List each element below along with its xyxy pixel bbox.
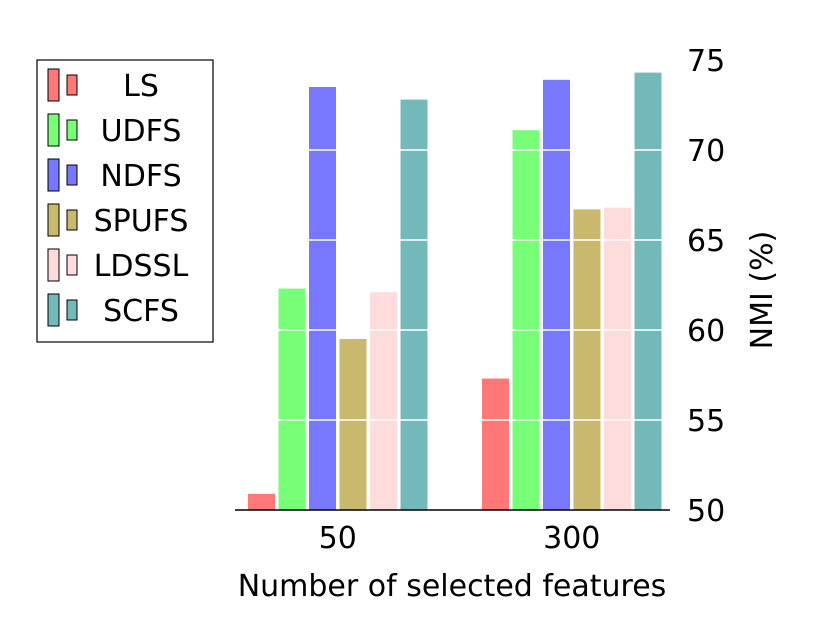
bar-scfs-300: [634, 72, 662, 510]
bar-ls-50: [248, 493, 275, 510]
legend-swatch-scfs-b: [66, 299, 78, 321]
legend-swatch-ldssl-b: [66, 254, 78, 276]
y-axis-label: NMI (%): [745, 231, 780, 350]
legend-swatch-spufs-b: [66, 209, 78, 231]
y-tick-label-75: 75: [687, 44, 725, 79]
y-tick-label-60: 60: [687, 314, 725, 349]
legend: LS UDFS NDFS SPUFS LDSSL SCFS: [36, 59, 214, 343]
x-tick-label-50: 50: [319, 521, 357, 556]
legend-label-scfs: SCFS: [103, 294, 179, 329]
bar-spufs-50: [339, 339, 367, 510]
legend-swatch-ndfs-b: [66, 164, 78, 186]
x-ticks-group: 50 300: [319, 521, 601, 556]
legend-swatch-udfs-a: [47, 113, 60, 147]
y-tick-label-55: 55: [687, 404, 725, 439]
legend-swatch-udfs-b: [66, 119, 78, 141]
legend-swatch-spufs-a: [47, 203, 60, 237]
bar-scfs-50: [400, 99, 428, 510]
x-axis-label: Number of selected features: [238, 569, 667, 604]
legend-label-ls: LS: [123, 69, 159, 104]
legend-frame: [36, 59, 214, 343]
y-tick-label-65: 65: [687, 224, 725, 259]
bar-ndfs-300: [543, 79, 570, 511]
x-tick-label-300: 300: [543, 521, 600, 556]
bar-ldssl-300: [604, 207, 631, 510]
gridlines-group: [235, 59, 670, 421]
legend-swatch-ndfs-a: [47, 158, 60, 192]
legend-swatch-ldssl-a: [47, 248, 60, 282]
bars-group: [248, 72, 662, 511]
legend-label-ndfs: NDFS: [100, 159, 181, 194]
bar-ldssl-50: [370, 292, 397, 510]
legend-swatch-ls-a: [47, 68, 60, 102]
legend-label-ldssl: LDSSL: [94, 249, 189, 284]
y-tick-label-70: 70: [687, 134, 725, 169]
legend-swatch-scfs-a: [47, 293, 60, 327]
legend-label-spufs: SPUFS: [94, 204, 189, 239]
y-tick-label-50: 50: [687, 494, 725, 529]
bar-udfs-300: [512, 130, 540, 510]
bar-udfs-50: [278, 288, 306, 510]
y-ticks-group: 50 55 60 65 70 75: [687, 44, 725, 529]
bar-ndfs-50: [309, 87, 336, 510]
bar-spufs-300: [573, 209, 601, 510]
legend-label-udfs: UDFS: [101, 114, 182, 149]
legend-swatch-ls-b: [66, 74, 78, 96]
bar-ls-300: [482, 378, 509, 510]
